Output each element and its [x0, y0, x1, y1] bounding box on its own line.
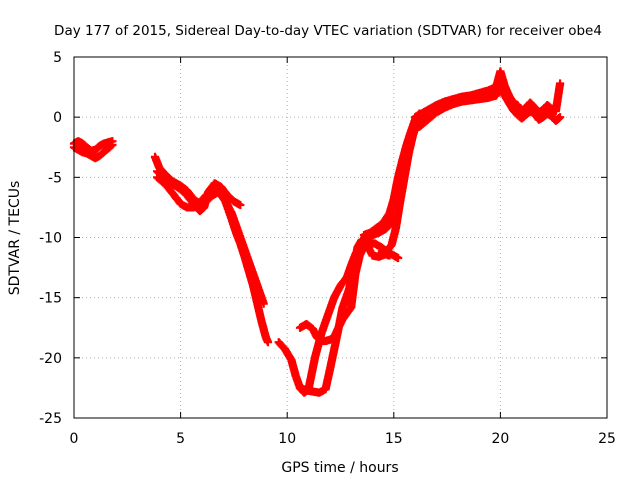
y-tick-label: -10: [39, 231, 62, 247]
series-markers: [274, 209, 400, 397]
series-markers: [153, 173, 268, 308]
y-axis-label: SDTVAR / TECUs: [7, 181, 23, 296]
x-tick-label: 15: [385, 431, 403, 447]
data-series: [153, 173, 268, 308]
data-series: [374, 110, 426, 259]
y-tick-label: -5: [48, 170, 62, 186]
series-markers: [295, 235, 394, 397]
y-tick-label: 5: [53, 50, 62, 66]
data-series: [411, 67, 565, 122]
x-tick-label: 10: [278, 431, 296, 447]
x-axis-label: GPS time / hours: [281, 460, 398, 476]
y-tick-label: -20: [39, 351, 62, 367]
series-markers: [411, 67, 565, 122]
chart-title: Day 177 of 2015, Sidereal Day-to-day VTE…: [54, 23, 602, 39]
x-tick-label: 20: [491, 431, 509, 447]
data-points: [69, 67, 565, 397]
x-tick-label: 5: [176, 431, 185, 447]
y-tick-label: 0: [53, 110, 62, 126]
series-markers: [415, 84, 565, 131]
x-tick-label: 25: [598, 431, 616, 447]
data-series: [274, 209, 400, 397]
y-tick-label: -15: [39, 291, 62, 307]
data-series: [415, 84, 565, 131]
axis-ticks: 0 5 10 15 20 25 -25 -20 -15 -10 -5 0 5: [39, 50, 616, 447]
data-series: [295, 235, 394, 397]
series-markers: [374, 110, 426, 259]
y-tick-label: -25: [39, 411, 62, 427]
x-tick-label: 0: [70, 431, 79, 447]
